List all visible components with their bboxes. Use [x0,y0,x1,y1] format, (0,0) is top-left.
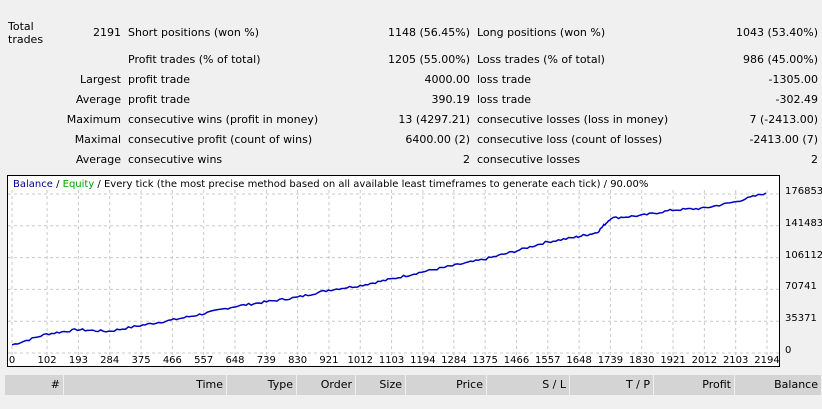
orders-table-row-partial [5,397,822,409]
chart-legend: Balance / Equity / Every tick (the most … [13,179,649,190]
x-tick-label: 1194 [410,355,436,366]
stat-label: profit trade [128,73,191,86]
y-tick-label: 141483 [785,217,822,229]
stat-value: 1205 (55.00%) [387,53,470,66]
stat-value: 7 (-2413.00) [749,113,818,126]
total-trades-label: Total trades [8,20,44,46]
x-tick-label: 648 [225,355,245,366]
stat-label: consecutive losses (loss in money) [477,113,669,126]
stat-label: profit trade [128,93,191,106]
x-tick-label: 466 [162,355,182,366]
x-tick-label: 921 [319,355,339,366]
y-tick-label: 106112 [785,249,822,261]
x-tick-label: 739 [256,355,276,366]
x-tick-label: 2194 [754,355,780,366]
x-tick-label: 2012 [691,355,718,366]
x-tick-label: 1557 [535,355,561,366]
x-tick-label: 2103 [722,355,749,366]
column-header[interactable]: Time [64,375,227,395]
stat-value: 13 (4297.21) [398,113,470,126]
column-header[interactable]: # [5,375,64,395]
x-tick-label: 1921 [660,355,686,366]
stat-value: -1305.00 [768,73,818,86]
long-positions-value: 1043 (53.40%) [735,26,818,39]
y-tick-label: 0 [785,345,792,356]
stat-value: 2 [463,153,470,166]
column-header[interactable]: Profit [654,375,735,395]
stat-value: 986 (45.00%) [742,53,818,66]
legend-equity: Equity [62,179,95,190]
balance-chart: Balance / Equity / Every tick (the most … [7,175,780,367]
stat-prefix: Maximum [66,113,121,126]
stat-value: 6400.00 (2) [405,133,470,146]
x-tick-label: 1739 [597,355,624,366]
stat-value: -2413.00 (7) [749,133,818,146]
x-tick-label: 102 [37,355,57,366]
stat-prefix: Largest [80,73,121,86]
stat-value: -302.49 [775,93,818,106]
x-tick-label: 0 [8,355,16,366]
chart-plot [8,190,779,357]
x-tick-label: 830 [288,355,308,366]
stat-label: loss trade [477,93,532,106]
stat-label: consecutive losses [477,153,581,166]
stat-label: Loss trades (% of total) [477,53,605,66]
x-tick-label: 557 [194,355,214,366]
y-tick-label: 176853 [785,186,822,197]
stat-value: 390.19 [431,93,471,106]
x-tick-label: 1466 [503,355,530,366]
balance-line [11,192,767,346]
long-positions-label: Long positions (won %) [477,26,606,39]
y-tick-label: 70741 [785,281,817,293]
column-header[interactable]: Price [406,375,487,395]
stat-prefix: Average [75,93,121,106]
x-tick-label: 1103 [378,355,405,366]
x-tick-label: 375 [131,355,151,366]
column-header[interactable]: T / P [570,375,654,395]
x-tick-label: 1830 [629,355,655,366]
legend-balance: Balance [13,179,53,190]
y-tick-label: 35371 [785,313,817,325]
x-tick-label: 193 [68,355,88,366]
short-positions-value: 1148 (56.45%) [387,26,470,39]
column-header[interactable]: Size [356,375,406,395]
x-tick-label: 284 [100,355,120,366]
column-header[interactable]: Type [227,375,297,395]
column-header[interactable]: Balance [735,375,822,395]
stat-prefix: Average [75,153,121,166]
column-header[interactable]: S / L [487,375,570,395]
stat-prefix: Maximal [74,133,121,146]
stat-value: 2 [811,153,818,166]
stat-label: consecutive loss (count of losses) [477,133,663,146]
x-tick-label: 1284 [441,355,467,366]
stat-value: 4000.00 [424,73,471,86]
stat-label: consecutive wins (profit in money) [128,113,319,126]
stat-label: consecutive profit (count of wins) [128,133,313,146]
total-trades-value: 2191 [93,26,121,39]
short-positions-label: Short positions (won %) [128,26,260,39]
legend-description: / Every tick (the most precise method ba… [94,179,649,190]
x-tick-label: 1012 [347,355,373,366]
stat-label: Profit trades (% of total) [128,53,261,66]
stat-label: loss trade [477,73,532,86]
x-tick-label: 1648 [566,355,592,366]
x-tick-label: 1375 [472,355,498,366]
stat-label: consecutive wins [128,153,223,166]
column-header[interactable]: Order [297,375,356,395]
